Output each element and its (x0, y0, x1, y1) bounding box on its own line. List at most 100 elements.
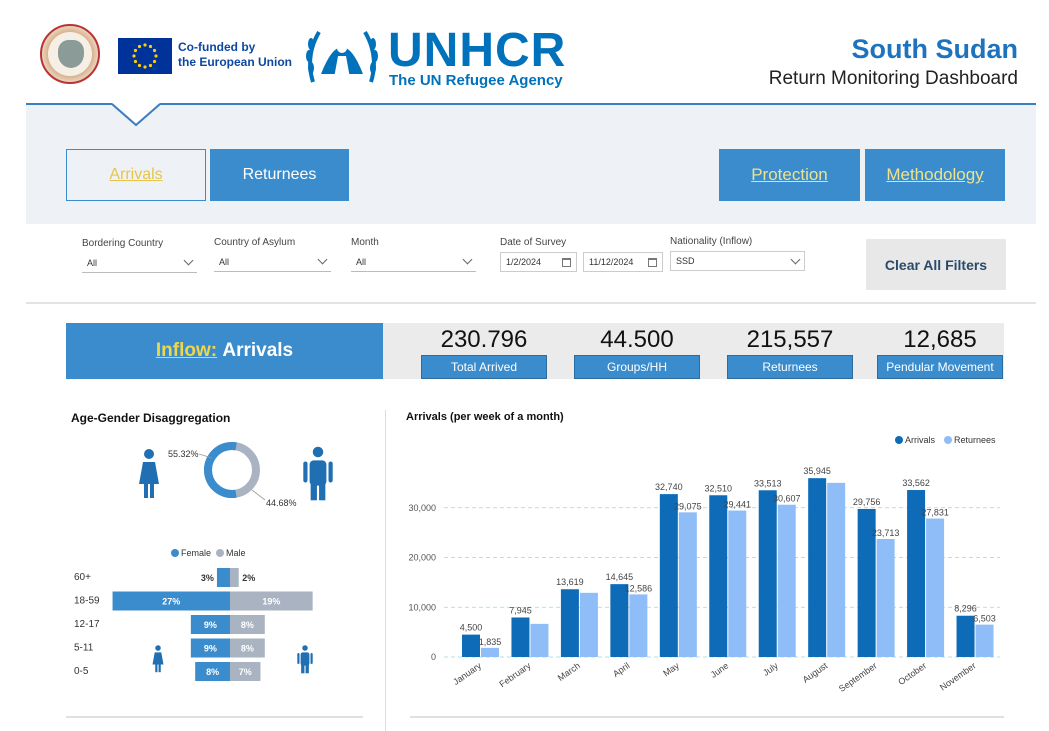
bar-arrivals (956, 615, 975, 657)
date-to-input[interactable]: 11/12/2024 (583, 252, 663, 272)
filter-divider (26, 302, 1036, 304)
bar-arrivals (907, 490, 926, 657)
clear-all-filters-button[interactable]: Clear All Filters (866, 239, 1006, 290)
x-tick-label: September (837, 660, 879, 693)
eu-star-icon (154, 54, 158, 58)
bar-returnees (530, 623, 549, 657)
male-bar (230, 591, 313, 611)
x-tick-label: June (709, 660, 731, 679)
data-label-arrivals: 8,296 (954, 604, 977, 614)
data-label-returnees: 30,607 (773, 494, 801, 504)
male-small-icon (297, 645, 313, 674)
bar-returnees (876, 539, 895, 657)
male-bar (230, 615, 265, 634)
bar-arrivals (758, 490, 777, 657)
legend-arrivals-swatch (895, 436, 903, 444)
nationality-select[interactable]: SSD (670, 251, 805, 271)
country-of-asylum-select[interactable]: All (214, 252, 331, 272)
eu-star-icon (143, 43, 147, 47)
age-group-label: 12-17 (74, 619, 100, 630)
unhcr-tagline: The UN Refugee Agency (389, 72, 563, 89)
eu-star-icon (148, 63, 153, 68)
eu-star-icon (152, 48, 157, 53)
inflow-link[interactable]: Inflow: (155, 340, 218, 361)
bar-returnees (975, 624, 994, 657)
data-label-arrivals: 35,945 (803, 466, 831, 476)
legend-male-swatch (216, 549, 224, 557)
kpi-value: 44.500 (600, 326, 674, 353)
bordering-country-select[interactable]: All (82, 253, 197, 273)
female-bar (190, 638, 230, 658)
kpi-value: 12,685 (903, 326, 977, 353)
female-bar-label: 3% (201, 573, 214, 583)
data-label-returnees: 29,441 (724, 500, 752, 510)
y-tick-label: 20,000 (408, 553, 436, 563)
female-bar-label: 8% (206, 667, 219, 677)
kpi-value: 230.796 (440, 326, 528, 353)
kpi-label: Returnees (727, 355, 853, 379)
month-select[interactable]: All (351, 252, 476, 272)
bar-arrivals (511, 617, 530, 657)
calendar-icon[interactable] (648, 257, 657, 267)
x-tick-label: May (661, 660, 681, 678)
donut-male-label: 44.68% (266, 498, 297, 508)
female-bar (195, 662, 230, 681)
male-bar-label: 8% (241, 644, 254, 654)
bar-returnees (629, 594, 648, 657)
male-bar-label: 7% (239, 667, 252, 677)
eu-star-icon (148, 44, 153, 49)
arrivals-chart-title: Arrivals (per week of a month) (406, 411, 564, 423)
eu-star-icon (137, 63, 142, 68)
filter-label: Country of Asylum (214, 237, 296, 248)
age-group-label: 0-5 (74, 666, 89, 677)
eu-star-icon (143, 65, 147, 69)
date-from-input[interactable]: 1/2/2024 (500, 252, 577, 272)
filter-label: Date of Survey (500, 237, 567, 248)
bar-arrivals (560, 589, 579, 657)
filter-label: Month (351, 237, 379, 248)
bar-returnees (579, 592, 598, 657)
arrivals-bar-chart: Arrivals Returnees 0 10,000 20,000 30,000 4,50… (408, 435, 1000, 694)
bordering-country-filter: Bordering Country All (82, 238, 197, 273)
page-title: South Sudan (851, 34, 1018, 64)
x-tick-label: July (761, 660, 780, 678)
date-of-survey-filter: Date of Survey 1/2/2024 11/12/2024 (500, 237, 665, 272)
tab-returnees[interactable]: Returnees (210, 149, 349, 201)
data-label-arrivals: 33,562 (902, 478, 930, 488)
kpi-label: Pendular Movement (877, 355, 1003, 379)
age-group-label: 5-11 (74, 643, 94, 654)
y-tick-label: 30,000 (408, 503, 436, 513)
male-bar-label: 8% (241, 620, 254, 630)
data-label-returnees: 27,831 (921, 508, 949, 518)
panel-bottom-rule (66, 716, 363, 718)
data-label-returnees: 29,075 (674, 501, 702, 511)
male-bar-label: 2% (242, 573, 255, 583)
tab-arrivals[interactable]: Arrivals (66, 149, 206, 201)
filter-label: Nationality (Inflow) (670, 236, 753, 247)
chart-bottom-rule (410, 716, 1004, 718)
x-tick-label: August (801, 660, 830, 685)
data-label-arrivals: 29,756 (853, 497, 881, 507)
commission-logo (40, 24, 100, 84)
y-tick-label: 0 (431, 652, 436, 662)
chevron-down-icon (790, 254, 801, 264)
male-bar-label: 19% (262, 597, 280, 607)
bar-arrivals (462, 634, 480, 657)
eu-star-icon (137, 44, 142, 49)
x-tick-label: April (611, 660, 631, 679)
male-bar (230, 568, 239, 587)
male-bar (230, 638, 265, 658)
calendar-icon[interactable] (562, 257, 571, 267)
data-label-arrivals: 33,513 (754, 478, 782, 488)
legend-female-label: Female (181, 548, 211, 558)
filter-label: Bordering Country (82, 238, 164, 249)
bar-returnees (728, 510, 747, 657)
methodology-link[interactable]: Methodology (865, 149, 1005, 201)
unhcr-wordmark: UNHCR (388, 24, 567, 77)
protection-link[interactable]: Protection (719, 149, 860, 201)
data-label-returnees: 12,586 (625, 583, 653, 593)
page-subtitle: Return Monitoring Dashboard (768, 68, 1018, 89)
kpi-label: Total Arrived (421, 355, 547, 379)
nationality-filter: Nationality (Inflow) SSD (670, 236, 805, 271)
